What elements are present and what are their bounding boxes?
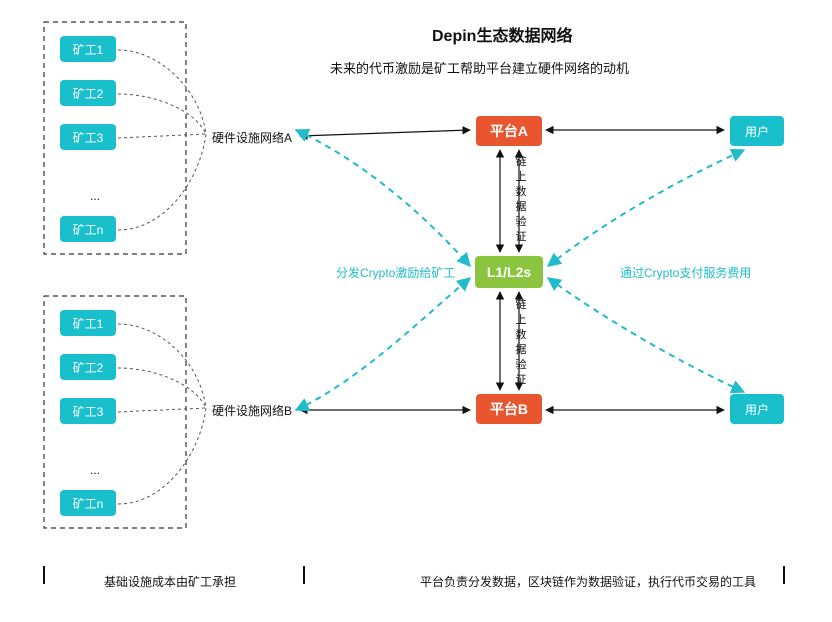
miner-node: 矿工n (60, 490, 116, 516)
miner-connector (118, 134, 206, 230)
dashed-teal-edge (548, 150, 744, 266)
diagram-subtitle: 未来的代币激励是矿工帮助平台建立硬件网络的动机 (330, 58, 629, 77)
ellipsis-a: ... (90, 189, 100, 203)
miner-connector (118, 50, 206, 134)
network-a-label: 硬件设施网络A (212, 129, 292, 146)
miner-connector (118, 408, 206, 504)
user-node: 用户 (730, 116, 784, 146)
platform-node-A: 平台A (476, 116, 542, 146)
miner-node: 矿工2 (60, 80, 116, 106)
miner-node: 矿工1 (60, 36, 116, 62)
miner-node: 矿工3 (60, 124, 116, 150)
crypto-incentive-label: 分发Crypto激励给矿工 (336, 264, 455, 281)
footer-right: 平台负责分发数据，区块链作为数据验证，执行代币交易的工具 (420, 573, 756, 590)
miner-node: 矿工n (60, 216, 116, 242)
dashed-teal-edge (296, 130, 470, 266)
chain-verify-a: 链上数据验证 (514, 155, 528, 245)
miner-connector (118, 134, 206, 138)
miner-connector (118, 368, 206, 408)
footer-left: 基础设施成本由矿工承担 (104, 573, 236, 590)
miner-connector (118, 408, 206, 412)
miner-node: 矿工2 (60, 354, 116, 380)
diagram-title: Depin生态数据网络 (432, 22, 572, 46)
miner-node: 矿工3 (60, 398, 116, 424)
dashed-teal-edge (296, 278, 470, 410)
crypto-payment-label: 通过Crypto支付服务费用 (620, 264, 751, 281)
connector-layer (0, 0, 832, 622)
miner-node: 矿工1 (60, 310, 116, 336)
miner-connector (118, 94, 206, 134)
l1-l2-node: L1/L2s (475, 256, 543, 288)
user-node: 用户 (730, 394, 784, 424)
solid-edge (300, 130, 470, 136)
platform-node-B: 平台B (476, 394, 542, 424)
dashed-teal-edge (548, 278, 744, 392)
chain-verify-b: 链上数据验证 (514, 298, 528, 388)
network-b-label: 硬件设施网络B (212, 402, 292, 419)
ellipsis-b: ... (90, 463, 100, 477)
miner-connector (118, 324, 206, 408)
